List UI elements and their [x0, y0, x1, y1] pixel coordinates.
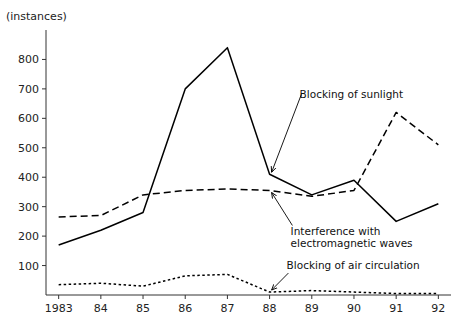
- x-tick-label: 86: [178, 302, 192, 315]
- x-tick: [58, 295, 59, 299]
- y-tick: [42, 59, 46, 60]
- annotation-arrow: [272, 94, 302, 172]
- x-tick-label: 92: [431, 302, 445, 315]
- y-tick: [42, 177, 46, 178]
- y-tick: [42, 265, 46, 266]
- x-tick-label: 85: [136, 302, 150, 315]
- x-tick: [269, 295, 270, 299]
- x-tick: [185, 295, 186, 299]
- y-tick-label: 300: [18, 201, 39, 214]
- y-tick: [42, 118, 46, 119]
- y-tick-label: 700: [18, 83, 39, 96]
- y-tick: [42, 236, 46, 237]
- x-tick: [143, 295, 144, 299]
- annotation: Blocking of air circulation: [287, 259, 420, 271]
- x-tick-label: 88: [263, 302, 277, 315]
- y-tick: [42, 206, 46, 207]
- x-tick: [100, 295, 101, 299]
- x-tick: [396, 295, 397, 299]
- y-tick-label: 100: [18, 260, 39, 273]
- annotation: Interference withelectromagnetic waves: [291, 225, 413, 249]
- x-tick-label: 90: [347, 302, 361, 315]
- x-tick-label: 87: [220, 302, 234, 315]
- y-tick: [42, 147, 46, 148]
- x-tick: [311, 295, 312, 299]
- x-tick: [353, 295, 354, 299]
- y-tick-label: 600: [18, 112, 39, 125]
- chart: 100 200 300 400 500 600 700 800 1983 84 85 86 87 88 89…: [0, 0, 463, 323]
- y-tick: [42, 88, 46, 89]
- y-tick-label: 800: [18, 53, 39, 66]
- y-tick-label: 400: [18, 171, 39, 184]
- x-tick-label: 84: [94, 302, 108, 315]
- x-tick-label: 89: [305, 302, 319, 315]
- series-line: [59, 112, 439, 217]
- annotation-arrow: [272, 192, 293, 225]
- x-axis: [46, 295, 451, 296]
- y-axis: [46, 30, 47, 295]
- annotation: Blocking of sunlight: [300, 88, 403, 100]
- y-tick-label: 500: [18, 142, 39, 155]
- x-tick-label: 91: [389, 302, 403, 315]
- series-line: [59, 274, 439, 293]
- x-tick-label: 1983: [45, 302, 73, 315]
- y-tick-label: 200: [18, 230, 39, 243]
- x-tick: [227, 295, 228, 299]
- lines: [59, 48, 439, 294]
- y-label: (instances): [6, 10, 67, 23]
- x-tick: [438, 295, 439, 299]
- annotation-arrow: [272, 273, 289, 290]
- series-line: [59, 48, 439, 245]
